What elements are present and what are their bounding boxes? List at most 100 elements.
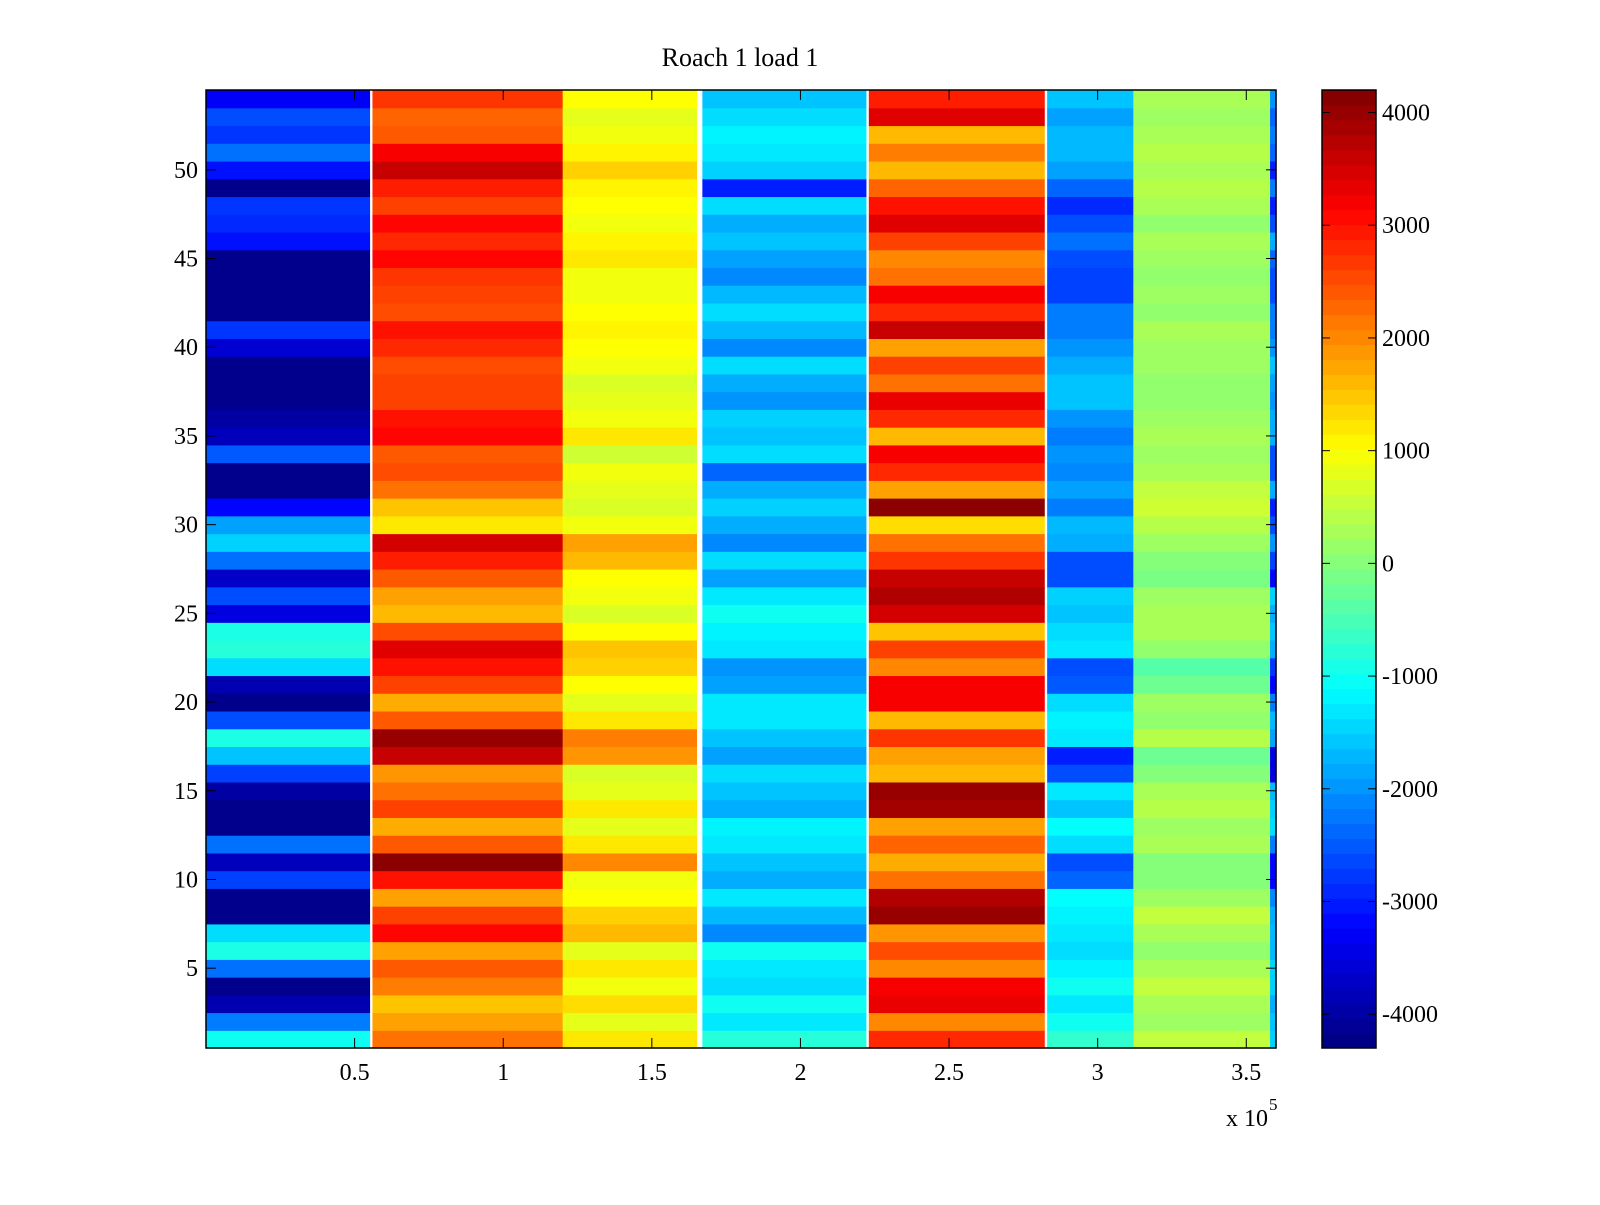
heatmap-cell [868, 941, 1045, 960]
heatmap-cell [206, 125, 371, 144]
heatmap-cell [868, 160, 1045, 180]
heatmap-cell [562, 657, 698, 677]
heatmap-cell [1047, 231, 1134, 251]
colorbar-swatch [1322, 539, 1376, 555]
colorbar-swatch [1322, 389, 1376, 405]
heatmap-cell [868, 285, 1045, 304]
heatmap-cell [868, 320, 1045, 339]
heatmap-cell [206, 799, 371, 818]
colorbar-swatch [1322, 643, 1376, 660]
heatmap-cell [206, 675, 371, 694]
heatmap-cell [1133, 515, 1271, 535]
y-tick-label: 40 [174, 335, 198, 361]
heatmap-cell [372, 107, 564, 127]
heatmap-cell [562, 391, 698, 410]
heatmap-cell [562, 639, 698, 659]
heatmap-cell [868, 480, 1045, 499]
heatmap-cell [1270, 906, 1277, 925]
heatmap-cell [562, 90, 698, 109]
heatmap-cell [206, 923, 371, 943]
heatmap-cell [702, 143, 867, 162]
heatmap-cell [1270, 977, 1277, 996]
colorbar-swatch [1322, 134, 1376, 151]
x-tick-label: 2 [794, 1060, 806, 1086]
heatmap-cell [562, 249, 698, 269]
colorbar-swatch [1322, 449, 1376, 465]
heatmap-cell [562, 941, 698, 960]
heatmap-cell [868, 214, 1045, 233]
heatmap-cell [1270, 1012, 1277, 1031]
heatmap-cell [868, 586, 1045, 606]
heatmap-cell [206, 817, 371, 836]
heatmap-cell [702, 870, 867, 889]
heatmap-cell [1133, 462, 1271, 481]
heatmap-cell [868, 498, 1045, 517]
colorbar-swatch [1322, 509, 1376, 525]
heatmap-cell [1133, 852, 1271, 872]
colorbar-swatch [1322, 958, 1376, 974]
heatmap-cell [372, 409, 564, 428]
heatmap-cell [206, 994, 371, 1014]
heatmap-cell [1133, 657, 1271, 677]
heatmap-cell [702, 604, 867, 623]
heatmap-cell [1270, 178, 1277, 198]
heatmap-cell [206, 622, 371, 641]
colorbar-swatch [1322, 209, 1376, 226]
heatmap-cell [1047, 923, 1134, 943]
colorbar-swatch [1322, 419, 1376, 435]
heatmap-cell [1133, 941, 1271, 960]
colorbar-swatch [1322, 943, 1376, 959]
heatmap-cell [868, 799, 1045, 818]
heatmap-cell [1270, 817, 1277, 836]
colorbar-swatch [1322, 688, 1376, 705]
heatmap-cell [1133, 356, 1271, 375]
heatmap-cell [206, 320, 371, 339]
colorbar-swatch [1322, 673, 1376, 690]
heatmap-cell [1270, 498, 1277, 517]
heatmap-cell [206, 533, 371, 552]
heatmap-cell [372, 906, 564, 925]
heatmap-cell [372, 764, 564, 783]
heatmap-cell [868, 728, 1045, 748]
heatmap-cell [1047, 515, 1134, 535]
heatmap-cell [702, 444, 867, 464]
heatmap-cell [372, 551, 564, 570]
heatmap-cell [1133, 249, 1271, 269]
heatmap-cell [702, 125, 867, 144]
x-tick-label: 1 [497, 1060, 509, 1086]
heatmap-cell [1047, 693, 1134, 712]
heatmap-cell [372, 710, 564, 730]
heatmap-cell [1133, 835, 1271, 854]
heatmap-cell [702, 586, 867, 606]
colorbar-tick-label: 0 [1382, 551, 1394, 577]
heatmap-cell [1047, 941, 1134, 960]
heatmap-cell [1047, 373, 1134, 393]
heatmap-cell [1133, 1012, 1271, 1031]
y-tick-label: 5 [186, 956, 198, 982]
heatmap-cell [562, 498, 698, 517]
heatmap-cell [868, 551, 1045, 570]
heatmap-cell [562, 338, 698, 357]
heatmap-cell [206, 870, 371, 889]
heatmap-cell [1047, 462, 1134, 481]
heatmap-cell [206, 746, 371, 765]
heatmap-cell [1133, 710, 1271, 730]
heatmap-cell [868, 657, 1045, 677]
colorbar-swatch [1322, 359, 1376, 375]
heatmap-cell [372, 214, 564, 233]
heatmap-cell [1270, 533, 1277, 552]
heatmap-cell [206, 196, 371, 215]
colorbar-swatch [1322, 284, 1376, 301]
heatmap-cell [702, 710, 867, 730]
x-tick-label: 3 [1092, 1060, 1104, 1086]
heatmap-cell [702, 320, 867, 339]
heatmap-cell [562, 764, 698, 783]
heatmap-cell [868, 444, 1045, 464]
heatmap-cell [702, 515, 867, 535]
heatmap-cell [562, 977, 698, 996]
heatmap-cell [562, 888, 698, 907]
heatmap-cell [562, 781, 698, 801]
heatmap-cell [1133, 409, 1271, 428]
heatmap-cell [868, 515, 1045, 535]
heatmap-cell [1133, 569, 1271, 588]
